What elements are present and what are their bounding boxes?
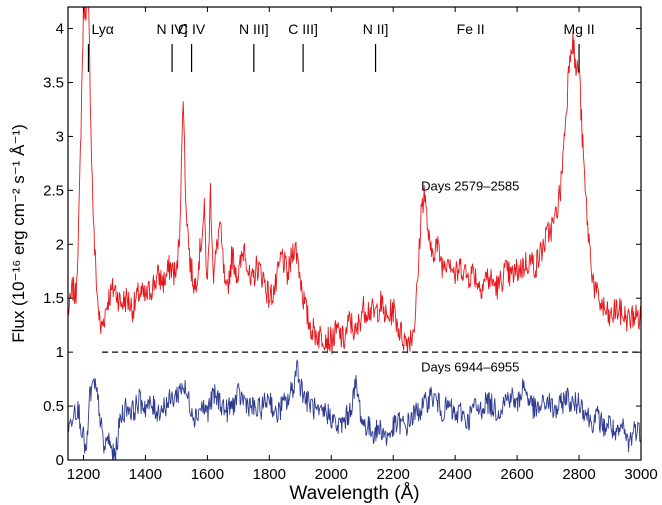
tick-layer: 1200 1400 1600 1800 2000 2200 2400 2600 2800 3000… xyxy=(43,7,658,483)
x-axis-label: Wavelength (Å) xyxy=(289,483,419,504)
x-tick-label: 2200 xyxy=(377,466,410,483)
series-label-1: Days 2579–2585 xyxy=(421,178,519,193)
plot-frame xyxy=(67,6,642,461)
y-tick-label: 2 xyxy=(56,236,64,253)
x-tick-label: 1800 xyxy=(253,466,286,483)
series-layer xyxy=(68,7,641,460)
x-tick-label: 1600 xyxy=(191,466,224,483)
series-line-2 xyxy=(68,359,641,460)
line-id-layer: Lyα N IV]C IV N III] C III] N II] Fe II Mg II xyxy=(87,21,595,72)
series-line-1 xyxy=(68,7,641,355)
y-tick-label: 3.5 xyxy=(43,75,64,92)
y-tick-label: 1 xyxy=(56,344,64,361)
line-id-label: N III] xyxy=(239,21,269,37)
y-axis-label: Flux (10⁻¹⁶ erg cm⁻² s⁻¹ Å⁻¹) xyxy=(9,124,28,343)
line-id-label: C IV xyxy=(178,21,206,37)
x-tick-label: 2000 xyxy=(315,466,348,483)
y-tick-label: 4 xyxy=(56,21,64,38)
line-id-label: Lyα xyxy=(91,21,113,37)
y-tick-label: 3 xyxy=(56,128,64,145)
y-tick-label: 2.5 xyxy=(43,182,64,199)
line-id-label: C III] xyxy=(288,21,318,37)
series-label-layer: Days 2579–2585 Days 6944–6955 xyxy=(421,178,519,374)
x-tick-label: 2800 xyxy=(562,466,595,483)
x-tick-label: 2600 xyxy=(500,466,533,483)
y-tick-label: 0.5 xyxy=(43,398,64,415)
y-tick-label: 0 xyxy=(56,452,64,469)
x-tick-label: 3000 xyxy=(624,466,657,483)
line-id-label: N II] xyxy=(363,21,389,37)
x-tick-label: 1200 xyxy=(67,466,100,483)
x-tick-label: 1400 xyxy=(129,466,162,483)
y-tick-label: 1.5 xyxy=(43,290,64,307)
line-id-label: Fe II xyxy=(457,21,485,37)
line-id-label: Mg II xyxy=(563,21,594,37)
series-label-2: Days 6944–6955 xyxy=(421,360,519,375)
x-tick-label: 2400 xyxy=(438,466,471,483)
line-id-label: N IV] xyxy=(157,21,188,37)
